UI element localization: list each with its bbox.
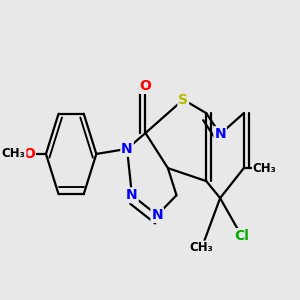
Text: N: N bbox=[126, 188, 138, 202]
Text: N: N bbox=[121, 142, 133, 156]
Text: Cl: Cl bbox=[234, 229, 249, 243]
Text: S: S bbox=[178, 93, 188, 106]
Text: CH₃: CH₃ bbox=[253, 162, 277, 175]
Text: CH₃: CH₃ bbox=[2, 148, 26, 160]
Text: N: N bbox=[214, 127, 226, 141]
Text: O: O bbox=[140, 79, 152, 93]
Text: CH₃: CH₃ bbox=[190, 242, 214, 254]
Text: O: O bbox=[23, 147, 35, 161]
Text: N: N bbox=[151, 208, 163, 222]
